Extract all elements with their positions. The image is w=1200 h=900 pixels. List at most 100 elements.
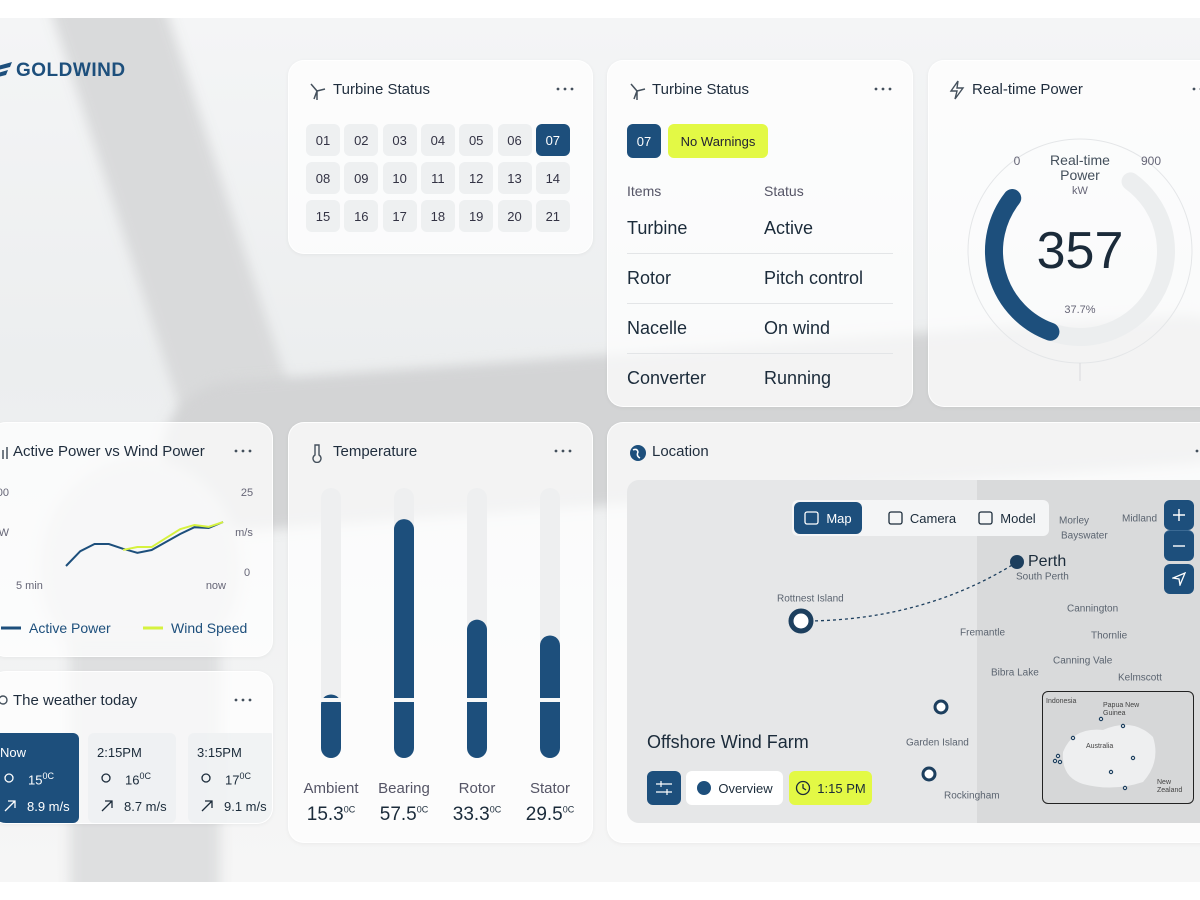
dot xyxy=(234,449,238,453)
y2-axis-label: m/s xyxy=(235,527,253,539)
dot xyxy=(881,87,885,91)
x-tick-label: now xyxy=(206,580,226,592)
minimap[interactable]: Indonesia Papua New Guinea Australia New Ze… xyxy=(1042,691,1194,804)
turbine-cell[interactable]: 11 xyxy=(420,162,455,194)
temp-unit: 0C xyxy=(42,771,54,781)
turbine-cell[interactable]: 09 xyxy=(344,162,379,194)
turbine-cell[interactable]: 02 xyxy=(344,124,379,156)
sun xyxy=(4,773,14,783)
turbine-cell[interactable]: 17 xyxy=(382,200,417,232)
turbine-cell[interactable]: 05 xyxy=(459,124,494,156)
view-tabs: Map Camera Model xyxy=(792,500,1049,536)
turbine-cell[interactable]: 03 xyxy=(382,124,417,156)
weather-icon xyxy=(4,773,14,783)
minimap-label: New Zealand xyxy=(1157,779,1183,794)
farm-title: Offshore Wind Farm xyxy=(647,732,809,752)
weather-item[interactable]: 3:15PM 170C 9.1 m/s xyxy=(188,733,272,823)
weather-time: 3:15PM xyxy=(197,745,242,760)
realtime-power-card: Real-time Power 0 900 Real-time Power kW 35… xyxy=(928,60,1200,407)
more-menu[interactable] xyxy=(233,697,253,703)
city-marker xyxy=(1010,555,1024,569)
y2-tick-label: 0 xyxy=(244,567,250,579)
weather-card: The weather today Now 150C 8.9 m/s 2:15PM 16… xyxy=(0,671,273,824)
wind-icon xyxy=(201,800,213,812)
turbine-cell[interactable]: 04 xyxy=(420,124,455,156)
turbine-cell[interactable]: 15 xyxy=(306,200,340,232)
more-menu[interactable] xyxy=(1194,448,1200,454)
row-separator xyxy=(627,353,893,354)
more-menu[interactable] xyxy=(555,86,575,92)
sensor-value: 15.30C xyxy=(291,804,371,826)
time-button[interactable]: 1:15 PM xyxy=(789,771,872,805)
minimap-shape xyxy=(1052,716,1156,791)
turbine-cell[interactable]: 20 xyxy=(497,200,532,232)
globe-icon xyxy=(697,781,712,795)
series-line xyxy=(122,521,224,551)
unit: 0C xyxy=(562,804,575,815)
chart-icon xyxy=(2,447,8,459)
bar-gap xyxy=(321,698,341,702)
turbine-cell[interactable]: 12 xyxy=(459,162,494,194)
bar xyxy=(540,635,560,758)
x-tick-label: 5 min xyxy=(16,580,43,592)
turbine-cell[interactable]: 16 xyxy=(344,200,379,232)
turbine-cell[interactable]: 21 xyxy=(535,200,570,232)
temp-unit: 0C xyxy=(239,771,251,781)
turbine-marker[interactable] xyxy=(933,699,949,715)
legend-label: Active Power xyxy=(29,620,111,636)
turbine-cell[interactable]: 14 xyxy=(535,162,570,194)
location-card: Location Map Camera Model Indonesia Papua N… xyxy=(607,422,1200,843)
weather-icon xyxy=(101,773,111,783)
card-title: Turbine Status xyxy=(333,81,430,98)
turbine-marker[interactable] xyxy=(921,766,937,782)
arrow xyxy=(101,800,113,812)
value-text: 33.3 xyxy=(452,804,490,825)
more-menu[interactable] xyxy=(1191,86,1200,92)
view-tab[interactable]: Camera xyxy=(882,502,962,534)
locate[interactable] xyxy=(1164,564,1194,594)
column-header: Status xyxy=(764,183,804,199)
place-label: Garden Island xyxy=(906,737,969,749)
filter-button[interactable] xyxy=(647,771,681,805)
view-tab[interactable]: Map xyxy=(794,502,862,534)
bar-track xyxy=(321,488,341,758)
turbine-grid-card: Turbine Status 01 02 03 04 05 06 07 08 09 10 11 12 1… xyxy=(288,60,593,254)
more-menu[interactable] xyxy=(553,448,573,454)
bar-gap xyxy=(540,698,560,702)
weather-item[interactable]: Now 150C 8.9 m/s xyxy=(0,733,79,823)
zoom-in[interactable] xyxy=(1164,500,1194,530)
route xyxy=(808,561,1018,622)
icon-shape xyxy=(888,511,903,525)
turbine-cell[interactable]: 06 xyxy=(497,124,532,156)
turbine-cell[interactable]: 01 xyxy=(306,124,340,156)
minimap-label: Australia xyxy=(1086,743,1114,750)
place-label: Rottnest Island xyxy=(777,593,844,605)
farm-marker[interactable] xyxy=(788,608,814,634)
navigate-icon xyxy=(1172,572,1186,586)
bar xyxy=(467,619,487,758)
map[interactable]: Map Camera Model Indonesia Papua New Guinea… xyxy=(627,480,1200,823)
more-menu[interactable] xyxy=(233,448,253,454)
turbine-cell[interactable]: 08 xyxy=(306,162,340,194)
sensor-name: Rotor xyxy=(458,780,496,797)
turbine-cell[interactable]: 18 xyxy=(420,200,455,232)
weather-item[interactable]: 2:15PM 160C 8.7 m/s xyxy=(88,733,176,823)
place-label: Thornlie xyxy=(1091,630,1128,642)
icon-shape xyxy=(978,511,993,525)
bar xyxy=(321,694,341,758)
row-status: Running xyxy=(764,368,832,388)
turbine-cell[interactable]: 10 xyxy=(382,162,417,194)
sun xyxy=(101,773,111,783)
view-tab[interactable]: Model xyxy=(969,502,1045,534)
turbine-cell[interactable]: 07 xyxy=(535,124,570,156)
tab-label: Model xyxy=(1000,510,1036,526)
overview-button[interactable]: Overview xyxy=(686,771,783,805)
turbine-cell[interactable]: 19 xyxy=(459,200,494,232)
more-menu[interactable] xyxy=(873,86,893,92)
arrow xyxy=(201,800,213,812)
zoom-out[interactable] xyxy=(1164,530,1194,561)
sensor-name: Bearing xyxy=(378,780,430,797)
tab-icon xyxy=(888,511,903,525)
turbine-cell[interactable]: 13 xyxy=(497,162,532,194)
